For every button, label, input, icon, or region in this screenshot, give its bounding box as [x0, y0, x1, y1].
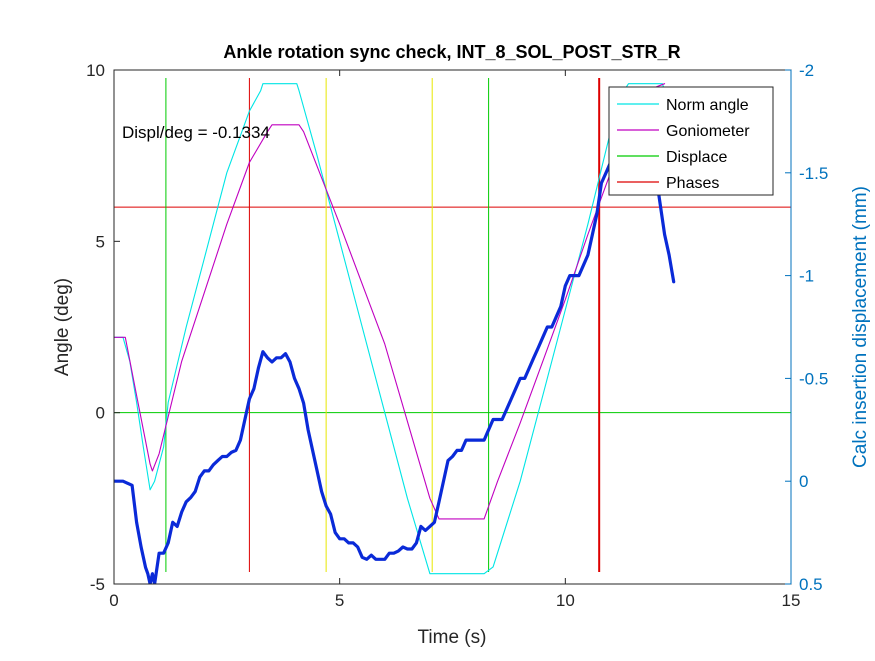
x-tick-label: 0	[109, 591, 118, 610]
legend-label: Goniometer	[666, 123, 750, 140]
y2-tick-label: -2	[799, 61, 814, 80]
y-tick-label: 10	[86, 61, 105, 80]
series-line-displace	[114, 109, 676, 584]
y2-tick-label: -0.5	[799, 369, 828, 388]
y2-tick-label: 0.5	[799, 575, 823, 594]
plot-layer	[114, 78, 791, 584]
y2-tick-label: -1	[799, 267, 814, 286]
series-line-norm-angle	[114, 83, 666, 575]
legend-box	[608, 86, 774, 196]
x-axis-label: Time (s)	[418, 627, 487, 648]
legend-label: Displace	[666, 149, 727, 166]
x-tick-label: 10	[556, 591, 575, 610]
displ-per-deg-annotation: Displ/deg = -0.1334	[122, 123, 270, 142]
y-tick-label: 0	[96, 404, 105, 423]
y-tick-label: -5	[90, 575, 105, 594]
legend-label: Norm angle	[666, 97, 749, 114]
x-tick-label: 5	[335, 591, 344, 610]
y-axis-label: Angle (deg)	[52, 278, 73, 376]
series-line-goniometer	[114, 83, 666, 520]
y2-tick-label: -1.5	[799, 164, 828, 183]
legend: Norm angle Goniometer Displace Phases	[608, 86, 774, 196]
chart-title: Ankle rotation sync check, INT_8_SOL_POS…	[223, 42, 680, 62]
y2-axis-label: Calc insertion displacement (mm)	[850, 186, 871, 468]
x-tick-label: 15	[782, 591, 801, 610]
legend-label: Phases	[666, 175, 719, 192]
y2-tick-label: 0	[799, 472, 808, 491]
y-tick-label: 5	[96, 232, 105, 251]
